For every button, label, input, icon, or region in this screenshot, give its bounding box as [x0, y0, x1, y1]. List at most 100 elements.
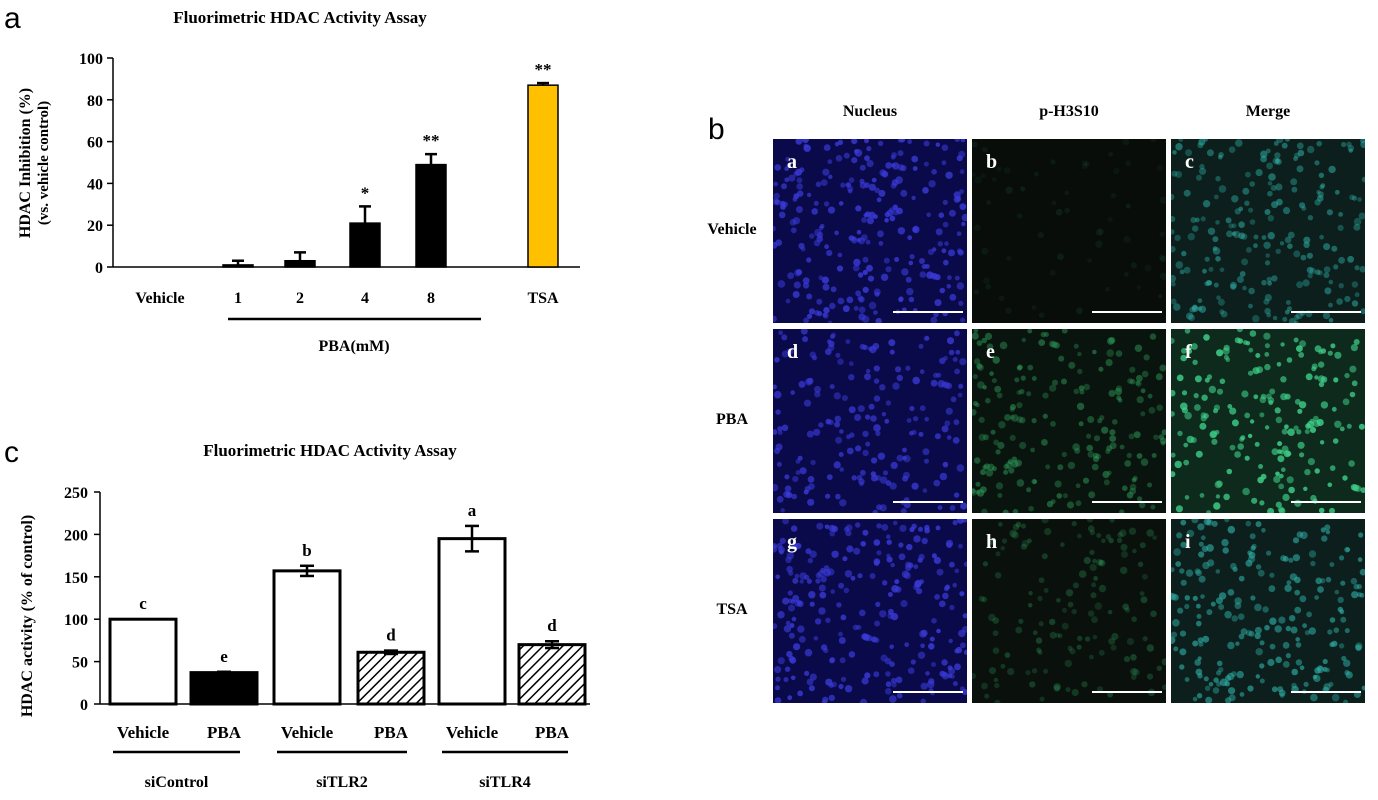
cell-nucleus-dot: [889, 207, 894, 212]
cell-nucleus-dot: [932, 247, 937, 252]
cell-nucleus-dot: [792, 594, 800, 602]
cell-nucleus-dot: [1227, 641, 1235, 650]
cell-nucleus-dot: [1199, 167, 1207, 175]
cell-nucleus-dot: [788, 174, 796, 182]
cell-nucleus-dot: [1192, 696, 1198, 702]
cell-nucleus-dot: [910, 659, 916, 665]
cell-nucleus-dot: [986, 200, 991, 206]
cell-nucleus-dot: [1109, 442, 1117, 450]
cell-nucleus-dot: [1237, 613, 1245, 620]
cell-nucleus-dot: [808, 591, 816, 599]
cell-nucleus-dot: [1327, 629, 1333, 635]
cell-nucleus-dot: [1096, 558, 1103, 566]
cell-nucleus-dot: [862, 633, 870, 641]
cell-nucleus-dot: [1257, 476, 1264, 484]
cell-nucleus-dot: [773, 225, 776, 232]
cell-nucleus-dot: [780, 200, 786, 207]
cell-nucleus-dot: [924, 416, 929, 422]
cell-nucleus-dot: [1247, 370, 1254, 376]
cell-nucleus-dot: [825, 493, 831, 499]
cell-nucleus-dot: [1160, 255, 1166, 263]
cell-nucleus-dot: [1270, 185, 1277, 191]
cell-nucleus-dot: [875, 430, 881, 437]
row-header-vehicle: Vehicle: [707, 221, 757, 238]
cell-nucleus-dot: [1097, 418, 1103, 424]
cell-nucleus-dot: [1009, 406, 1015, 412]
cell-nucleus-dot: [963, 649, 967, 655]
cell-nucleus-dot: [1231, 419, 1239, 427]
cell-nucleus-dot: [886, 556, 893, 563]
cell-nucleus-dot: [885, 688, 892, 695]
cell-nucleus-dot: [1061, 451, 1067, 458]
cell-nucleus-dot: [1171, 567, 1175, 573]
cell-nucleus-dot: [798, 636, 806, 643]
cell-nucleus-dot: [808, 483, 815, 490]
significance-label: c: [139, 594, 147, 613]
cell-nucleus-dot: [1124, 272, 1129, 277]
cell-nucleus-dot: [1043, 668, 1049, 674]
cell-nucleus-dot: [1064, 207, 1070, 214]
category-label: 8: [427, 290, 435, 307]
cell-nucleus-dot: [777, 657, 785, 665]
cell-nucleus-dot: [1020, 186, 1026, 192]
cell-nucleus-dot: [1359, 568, 1365, 576]
cell-nucleus-dot: [1322, 658, 1328, 665]
cell-nucleus-dot: [903, 471, 910, 479]
cell-nucleus-dot: [799, 467, 807, 475]
cell-nucleus-dot: [788, 604, 795, 612]
cell-nucleus-dot: [1086, 519, 1094, 523]
cell-nucleus-dot: [1171, 193, 1175, 201]
cell-nucleus-dot: [1196, 603, 1201, 609]
cell-nucleus-dot: [1171, 337, 1175, 344]
cell-nucleus-dot: [1312, 419, 1321, 428]
cell-nucleus-dot: [1171, 281, 1176, 287]
cell-nucleus-dot: [1037, 650, 1043, 655]
cell-nucleus-dot: [1347, 145, 1355, 152]
cell-nucleus-dot: [1198, 305, 1207, 313]
cell-nucleus-dot: [896, 374, 903, 382]
cell-nucleus-dot: [890, 461, 898, 469]
cell-nucleus-dot: [1328, 302, 1333, 308]
cell-nucleus-dot: [1021, 539, 1030, 548]
cell-nucleus-dot: [1054, 480, 1062, 488]
cell-nucleus-dot: [986, 343, 994, 350]
cell-nucleus-dot: [1161, 429, 1166, 436]
cell-nucleus-dot: [865, 414, 871, 420]
cell-nucleus-dot: [879, 610, 887, 618]
cell-nucleus-dot: [1021, 523, 1026, 529]
cell-nucleus-dot: [1031, 418, 1037, 424]
cell-nucleus-dot: [1261, 528, 1266, 533]
cell-nucleus-dot: [1150, 610, 1157, 618]
cell-nucleus-dot: [956, 155, 963, 162]
micrograph-d: d: [773, 329, 967, 513]
cell-nucleus-dot: [1281, 142, 1288, 149]
cell-nucleus-dot: [1038, 621, 1044, 627]
cell-nucleus-dot: [1105, 449, 1111, 454]
cell-nucleus-dot: [1197, 298, 1203, 304]
cell-nucleus-dot: [981, 247, 989, 255]
cell-nucleus-dot: [821, 276, 829, 284]
cell-nucleus-dot: [1314, 595, 1319, 600]
cell-dots: [773, 329, 967, 513]
cell-nucleus-dot: [1126, 637, 1134, 646]
cell-nucleus-dot: [942, 592, 949, 600]
cell-nucleus-dot: [980, 469, 986, 476]
cell-nucleus-dot: [1135, 380, 1141, 386]
scale-bar: [893, 311, 963, 313]
cell-nucleus-dot: [1358, 532, 1364, 538]
cell-nucleus-dot: [1121, 551, 1128, 558]
cell-nucleus-dot: [1242, 285, 1247, 291]
cell-nucleus-dot: [823, 647, 829, 654]
cell-nucleus-dot: [1349, 365, 1357, 373]
cell-nucleus-dot: [1077, 351, 1082, 357]
cell-nucleus-dot: [783, 677, 789, 683]
cell-nucleus-dot: [1171, 229, 1175, 235]
cell-nucleus-dot: [1267, 397, 1275, 404]
cell-nucleus-dot: [1180, 519, 1187, 526]
cell-nucleus-dot: [1277, 455, 1285, 463]
cell-nucleus-dot: [1219, 309, 1225, 315]
cell-nucleus-dot: [1213, 404, 1220, 411]
cell-nucleus-dot: [896, 692, 903, 699]
cell-nucleus-dot: [1232, 566, 1238, 572]
cell-nucleus-dot: [1027, 329, 1033, 334]
